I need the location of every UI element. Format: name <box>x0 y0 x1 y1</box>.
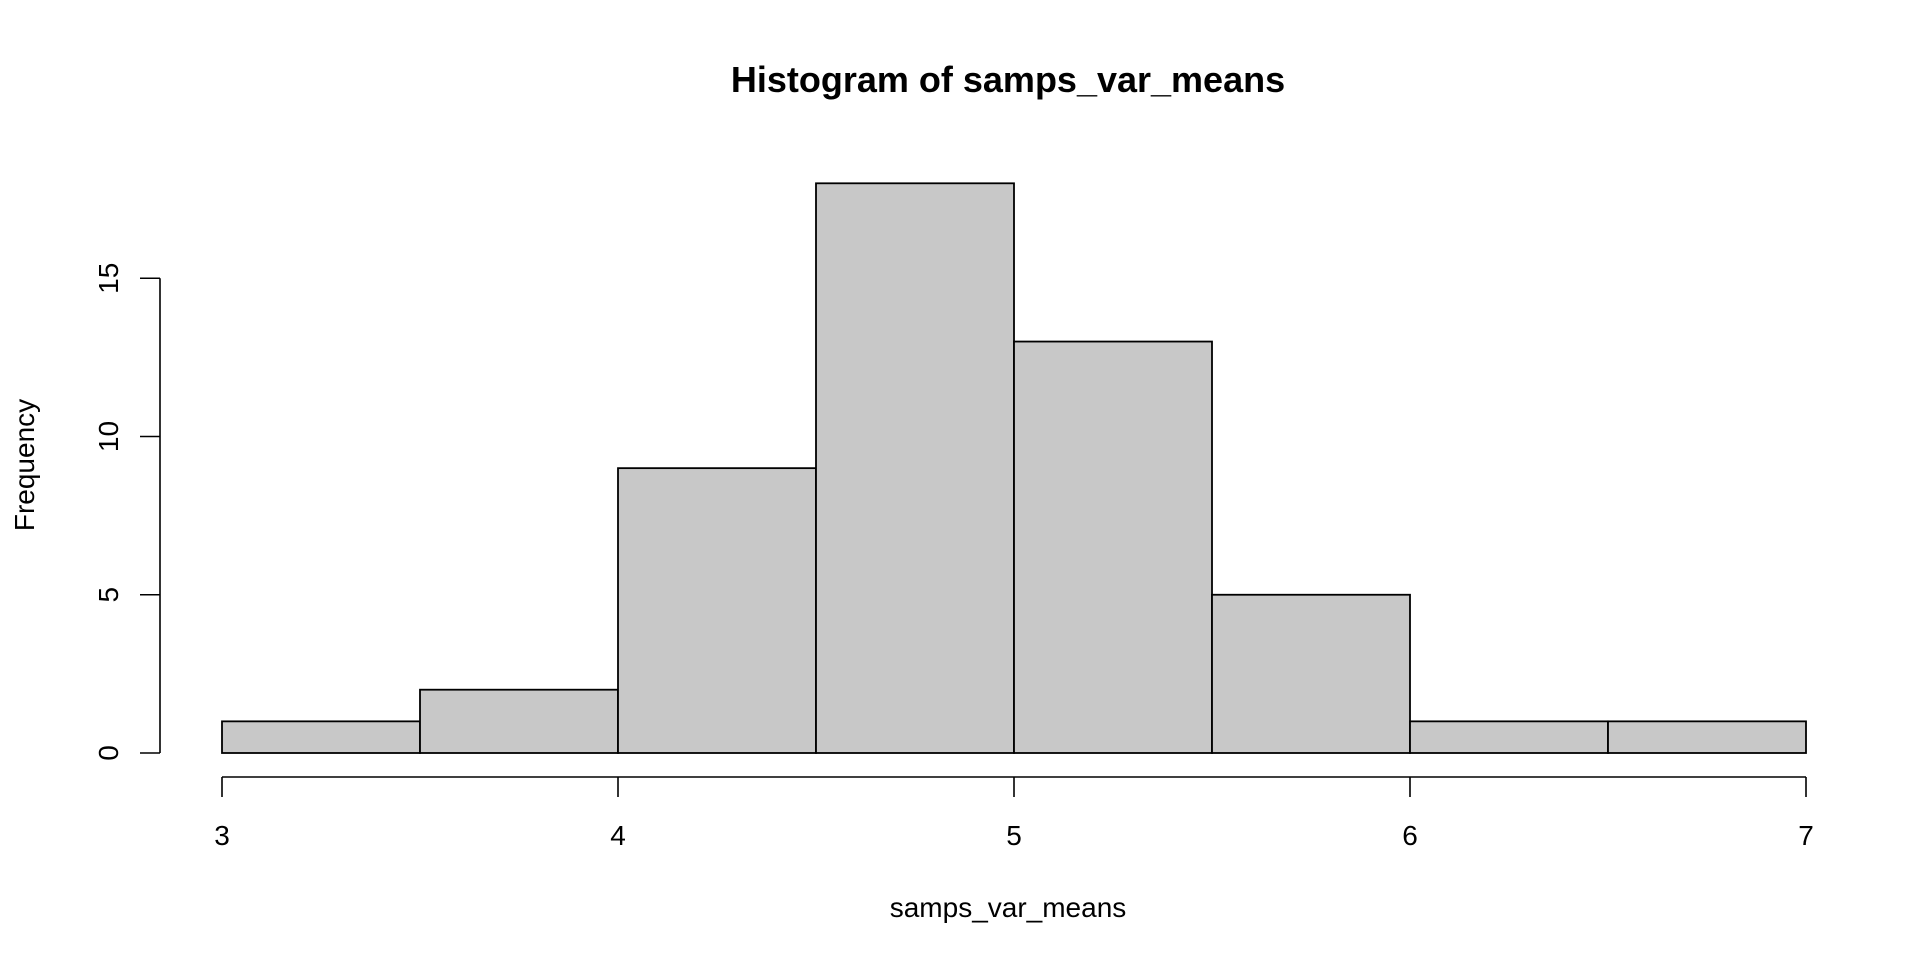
histogram-bar <box>617 467 817 754</box>
histogram-bar <box>419 688 619 754</box>
y-tick-label: 15 <box>93 263 124 294</box>
x-tick-label: 7 <box>1798 820 1814 851</box>
histogram-bar <box>1211 593 1411 754</box>
y-tick-label: 5 <box>93 587 124 603</box>
x-axis-label: samps_var_means <box>890 892 1127 923</box>
histogram-bar <box>1607 720 1807 754</box>
x-tick-label: 4 <box>610 820 626 851</box>
x-tick-label: 5 <box>1006 820 1022 851</box>
histogram-bar <box>221 720 421 754</box>
histogram-bar <box>1013 340 1213 754</box>
y-tick-label: 10 <box>93 421 124 452</box>
y-axis: 0 5 10 15 <box>93 263 161 761</box>
y-tick-label: 0 <box>93 745 124 761</box>
histogram-bar <box>815 182 1015 754</box>
x-tick-label: 3 <box>214 820 230 851</box>
histogram-bar <box>1409 720 1609 754</box>
x-axis: 3 4 5 6 7 <box>214 776 1814 851</box>
y-axis-label: Frequency <box>9 399 40 531</box>
bars-group <box>221 182 1807 754</box>
chart-title: Histogram of samps_var_means <box>731 59 1285 100</box>
x-tick-label: 6 <box>1402 820 1418 851</box>
